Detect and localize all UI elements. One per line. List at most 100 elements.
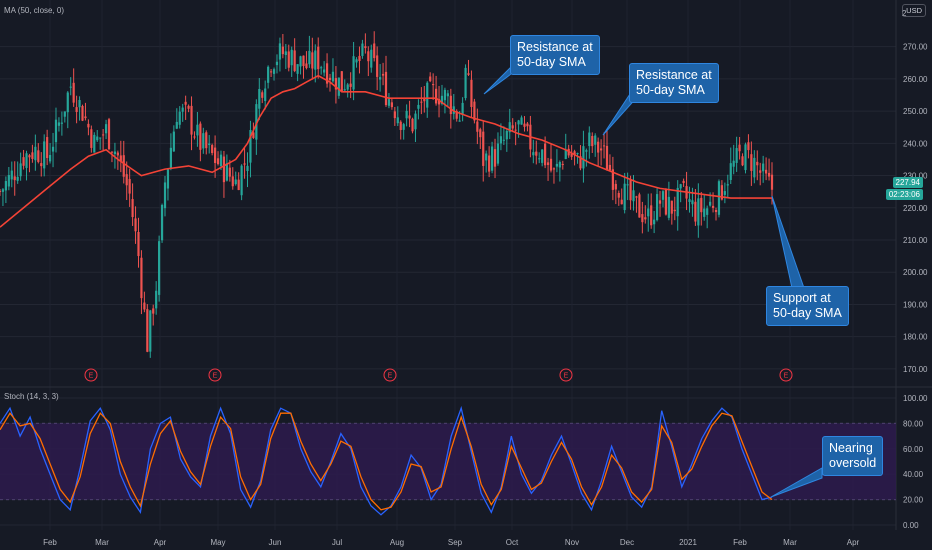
candle-body [455,111,458,119]
candle-body [376,55,379,77]
candle-body [172,131,175,152]
candle-body [717,181,721,215]
candle-body [104,124,108,134]
candle-body [396,117,399,124]
candle-body [697,198,700,226]
stoch-tick-label: 60.00 [903,445,924,454]
candle-body [526,123,529,127]
earnings-event-letter: E [213,373,218,380]
earnings-event-marker: E [559,368,573,382]
candle-body [711,205,715,208]
stoch-tick-label: 80.00 [903,419,924,428]
candle-body [493,149,497,167]
candle-body [40,163,43,167]
stoch-indicator-label[interactable]: Stoch (14, 3, 3) [4,392,59,401]
candle-body [1,189,5,192]
candle-body [43,141,46,169]
candle-body [222,156,226,183]
candle-body [184,101,187,105]
candle-body [275,61,279,66]
candle-body [31,152,34,159]
candle-body [676,187,679,217]
time-tick-label: Jun [269,538,282,547]
candle-body [429,76,432,82]
candle-body [390,102,393,108]
candle-body [449,95,452,115]
candle-body [134,218,137,232]
candle-body [408,115,411,119]
candle-body [48,155,52,162]
candle-body [432,84,435,86]
time-tick-label: Feb [43,538,57,547]
candle-body [694,201,697,222]
price-tick-label: 170.00 [903,365,928,374]
candle-body [426,82,429,108]
candle-body [759,170,762,173]
candle-body [54,119,58,143]
candle-body [393,111,396,119]
time-tick-label: 2021 [679,538,697,547]
candle-body [373,43,376,59]
earnings-event-letter: E [388,373,393,380]
candle-body [638,194,641,218]
candle-body [116,152,119,156]
callout-support: Support at 50-day SMA [766,286,849,326]
candle-body [16,176,19,181]
candle-body [635,196,638,198]
ma-indicator-label[interactable]: MA (50, close, 0) [4,6,65,15]
candle-body [614,183,617,190]
candle-body [576,153,579,155]
candle-body [599,148,603,151]
price-tick-label: 270.00 [903,43,928,52]
candle-body [4,181,7,191]
candle-body [72,82,75,103]
candle-body [747,142,750,151]
candle-body [328,77,332,80]
candle-body [688,199,691,202]
time-tick-label: Feb [733,538,747,547]
candle-body [558,162,561,168]
candle-body [753,157,756,178]
earnings-event-marker: E [208,368,222,382]
candle-body [143,302,146,310]
candle-body [490,146,494,171]
candle-body [411,118,414,132]
candlesticks [0,31,774,358]
candle-body [679,184,682,189]
time-tick-label: Aug [390,538,404,547]
candle-body [709,201,712,206]
candle-body [605,145,609,171]
candle-body [714,209,718,213]
candle-body [190,105,193,135]
candle-body [549,158,553,171]
candle-body [340,71,343,92]
candle-body [703,208,706,217]
candle-body [119,155,122,162]
price-tick-label: 210.00 [903,236,928,245]
callout-resistance-1: Resistance at 50-day SMA [510,35,600,75]
earnings-event-letter: E [784,373,789,380]
candle-body [355,59,358,63]
countdown-badge: 02:23:06 [885,189,923,200]
candle-body [51,146,55,152]
candle-body [367,51,370,62]
earnings-event-circle [779,368,793,382]
candle-body [762,163,765,172]
candle-body [113,151,117,155]
candle-body [93,134,96,153]
callout-oversold: Nearing oversold [822,436,884,476]
candle-body [308,50,311,65]
candle-body [19,163,22,177]
candle-body [128,178,131,194]
candle-body [756,161,759,166]
candle-body [234,179,237,185]
candle-body [337,77,340,96]
candle-body [152,308,155,314]
candle-body [650,205,653,226]
currency-label[interactable]: USD [902,4,926,17]
candle-body [417,104,420,109]
pointer-support [771,195,805,289]
candle-body [729,163,732,180]
